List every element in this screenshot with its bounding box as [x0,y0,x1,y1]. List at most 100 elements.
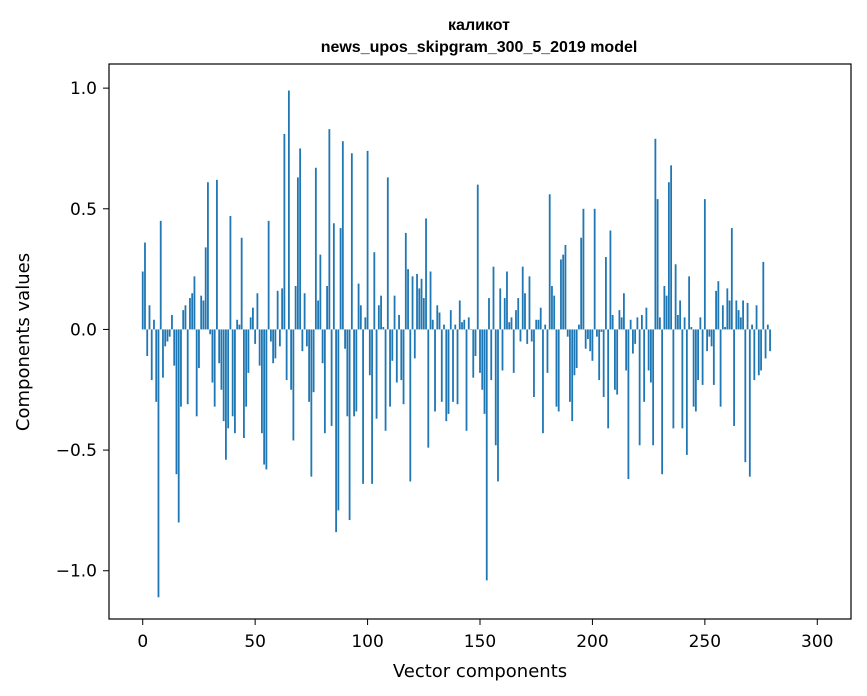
bar [184,305,187,330]
bar [180,329,182,407]
bar [569,329,571,402]
bar [375,329,378,419]
bar [339,228,342,330]
bar [627,329,630,480]
bar [218,329,221,364]
bar [269,329,272,342]
bar [744,329,747,463]
bar [694,329,697,412]
bar [258,329,261,366]
bar [551,286,553,330]
bar [764,329,767,359]
bar [589,329,592,352]
bar [254,329,257,344]
bar [553,295,556,330]
bar [625,329,628,371]
bar [157,329,160,598]
bars-group [141,90,771,598]
bar [252,307,254,330]
bar [308,329,311,402]
bar [225,329,227,460]
bar [753,329,756,381]
bar [591,329,594,361]
bar [508,322,511,330]
bar [575,329,578,369]
bar [638,329,641,446]
bar [611,314,614,330]
bar [249,317,252,330]
bar [492,266,495,330]
bar [746,302,749,330]
bar [456,329,459,405]
bar [510,317,513,330]
bar [404,232,407,330]
bar [348,329,351,521]
bar [384,329,387,431]
bar [667,182,670,330]
bar [305,329,308,347]
bar [377,305,380,330]
bar [386,177,389,330]
bar [470,329,472,330]
bar [440,329,443,402]
bar [328,129,331,330]
bar [560,259,562,330]
bar [546,329,549,373]
bar [647,329,650,371]
bar [584,329,587,349]
bar [526,329,529,344]
x-tick-label: 250 [689,632,721,652]
bar [213,329,216,407]
bar [337,329,340,511]
bar [683,317,686,330]
bar [350,153,353,330]
bar [733,329,735,426]
bar [537,319,540,330]
bar [261,329,263,434]
bar [506,271,508,330]
bar [409,329,412,482]
bar [443,324,445,330]
bar [605,257,607,330]
bar [521,266,524,330]
bar [368,329,371,376]
bar [598,329,601,381]
bar [472,329,475,378]
bar [287,90,290,330]
bar [717,281,720,330]
bar [285,329,288,381]
bar [411,276,414,330]
bar [485,329,488,581]
bar [193,276,196,330]
bar [245,329,248,407]
bar [166,329,169,342]
bar [222,329,225,422]
bar [171,314,173,330]
bar [712,329,715,385]
bar [688,276,691,330]
bar [353,329,355,417]
bar [593,208,596,330]
bar [503,298,506,330]
bar [326,286,328,330]
bar [476,184,479,330]
bar [528,276,531,330]
bar [312,329,315,393]
bar [629,319,632,330]
bar [494,329,497,446]
bar [681,329,684,429]
bar [539,307,542,330]
bar [497,329,499,482]
bar [656,199,659,330]
bar [209,329,212,335]
bar [422,298,425,330]
bar [159,220,162,330]
bar [371,329,373,484]
bar [341,141,344,330]
bar [479,329,481,373]
bar [658,317,661,330]
bar [153,319,155,330]
bar [645,307,648,330]
bar [730,228,733,330]
bar [319,254,322,330]
